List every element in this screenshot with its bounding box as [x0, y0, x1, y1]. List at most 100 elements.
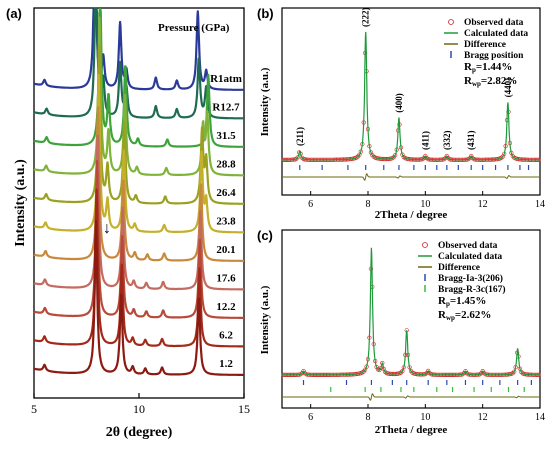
x-tick-label: 12 — [478, 412, 488, 423]
observed-point — [421, 156, 427, 161]
series-label-28.8: 28.8 — [216, 159, 236, 171]
peak-hkl-label: (431) — [466, 131, 476, 151]
panel-b-plot: (211) (222) (400) (411) (332) (431) (440) — [281, 8, 541, 181]
legend-label: Observed data — [464, 18, 524, 28]
series-label-12.2: 12.2 — [216, 301, 236, 313]
xrd-curve-1.2 — [33, 220, 245, 376]
x-tick-label: 5 — [31, 402, 37, 416]
peak-hkl-label: (332) — [442, 131, 452, 151]
r-wp-value: Rwp=2.62% — [438, 309, 491, 322]
legend-label: Difference — [438, 263, 480, 273]
panel-a-series-labels: R1atm R12.7 31.5 28.8 26.4 23.8 20.1 17.6 12.2 6.… — [210, 73, 242, 370]
panel-c-x-label: 2Theta / degree — [375, 424, 448, 436]
panel-c-frame — [281, 229, 541, 409]
xrd-curve-23.8 — [33, 73, 245, 234]
x-tick-label: 15 — [238, 402, 250, 416]
observed-point — [512, 369, 517, 374]
r-p-value: Rp=1.45% — [438, 295, 486, 308]
panel-b-x-label: 2Theta / degree — [375, 209, 448, 221]
xrd-curve-26.4 — [33, 45, 245, 205]
x-tick-label: 12 — [478, 199, 488, 210]
peak-hkl-label: (222) — [361, 8, 371, 28]
legend-label: Calculated data — [464, 29, 528, 39]
series-label-6.2: 6.2 — [219, 330, 233, 342]
panel-b-frame — [281, 7, 541, 196]
series-label-23.8: 23.8 — [216, 216, 236, 228]
panel-b-y-label: Intensity (a.u.) — [259, 67, 271, 136]
panel-a-legend-title: Pressure (GPa) — [158, 22, 230, 34]
panel-a-y-label: Intensity (a.u.) — [13, 159, 28, 247]
panel-a-letter: (a) — [6, 6, 22, 21]
series-label-20.1: 20.1 — [216, 244, 235, 256]
legend-marker-circle — [448, 19, 454, 25]
xrd-curve-17.6 — [33, 134, 245, 291]
legend-label: Observed data — [438, 241, 498, 251]
panel-b-letter: (b) — [257, 6, 274, 21]
peak-hkl-label: (400) — [394, 93, 404, 113]
observed-point — [300, 371, 305, 376]
series-label-1.2: 1.2 — [219, 358, 233, 370]
xrd-curve-28.8 — [33, 16, 245, 177]
panel-c: (c) 6 8 10 12 14 2Theta / degree Intensity (… — [257, 228, 545, 436]
series-label-17.6: 17.6 — [216, 273, 236, 285]
observed-point — [469, 153, 474, 159]
panel-b: (b) (211)(222)(400)(411) (332) (431)(440) … — [257, 6, 545, 221]
series-label-26.4: 26.4 — [216, 187, 236, 199]
panel-a-x-ticks: 5 10 15 — [31, 393, 250, 416]
peak-hkl-label: (411) — [420, 131, 430, 150]
observed-point — [467, 156, 472, 161]
observed-point — [499, 155, 504, 160]
difference-curve — [282, 173, 540, 181]
legend-label: Calculated data — [438, 252, 502, 262]
xrd-curve-20.1 — [33, 106, 245, 262]
peak-hkl-label: (440) — [503, 78, 513, 98]
panel-c-plot — [281, 247, 541, 401]
legend-marker-circle — [422, 242, 428, 248]
series-label-R1atm: R1atm — [210, 73, 242, 85]
legend-label: Bragg position — [464, 51, 524, 61]
observed-point — [463, 369, 468, 374]
observed-point — [400, 369, 405, 374]
xrd-curve-12.2 — [33, 160, 245, 319]
r-wp-value: Rwp=2.82% — [464, 75, 517, 88]
x-tick-label: 10 — [420, 199, 430, 210]
panel-a: (a) R1atm R12.7 31.5 28.8 26.4 23.8 20.1 17.6 12… — [6, 6, 250, 440]
x-tick-label: 8 — [366, 199, 371, 210]
observed-point — [424, 370, 429, 376]
panel-a-arrow-annotation: ↓ — [103, 220, 111, 237]
legend-label: Bragg-R-3c(167) — [438, 284, 506, 295]
panel-a-frame — [33, 7, 245, 399]
peak-hkl-label: (211) — [295, 127, 305, 146]
xrd-curve-6.2 — [33, 188, 245, 348]
observed-point — [426, 368, 431, 374]
x-tick-label: 6 — [308, 412, 313, 423]
observed-point — [519, 370, 524, 375]
x-tick-label: 6 — [308, 199, 313, 210]
panel-a-x-label: 2θ (degree) — [106, 425, 173, 440]
calculated-curve — [282, 31, 540, 161]
series-label-31.5: 31.5 — [216, 130, 236, 142]
x-tick-label: 8 — [366, 412, 371, 423]
xrd-curve-31.5 — [33, 7, 245, 148]
panel-c-letter: (c) — [257, 228, 273, 243]
observed-point — [480, 369, 485, 374]
x-tick-label: 14 — [535, 199, 545, 210]
calculated-curve — [282, 247, 540, 376]
legend-label: Bragg-Ia-3(206) — [438, 273, 503, 284]
series-label-R12.7: R12.7 — [212, 102, 240, 114]
observed-point — [301, 369, 306, 374]
panel-b-x-ticks: 6 8 10 12 14 — [308, 191, 545, 210]
observed-point — [443, 156, 448, 161]
panel-c-x-ticks: 6 8 10 12 14 — [308, 404, 545, 423]
legend-label: Difference — [464, 40, 506, 50]
x-tick-label: 10 — [133, 402, 145, 416]
panel-c-y-label: Intensity (a.u.) — [259, 285, 271, 354]
difference-curve — [282, 393, 540, 401]
panel-a-curves — [33, 7, 245, 376]
x-tick-label: 14 — [535, 412, 545, 423]
x-tick-label: 10 — [420, 412, 430, 423]
observed-point — [393, 153, 398, 158]
